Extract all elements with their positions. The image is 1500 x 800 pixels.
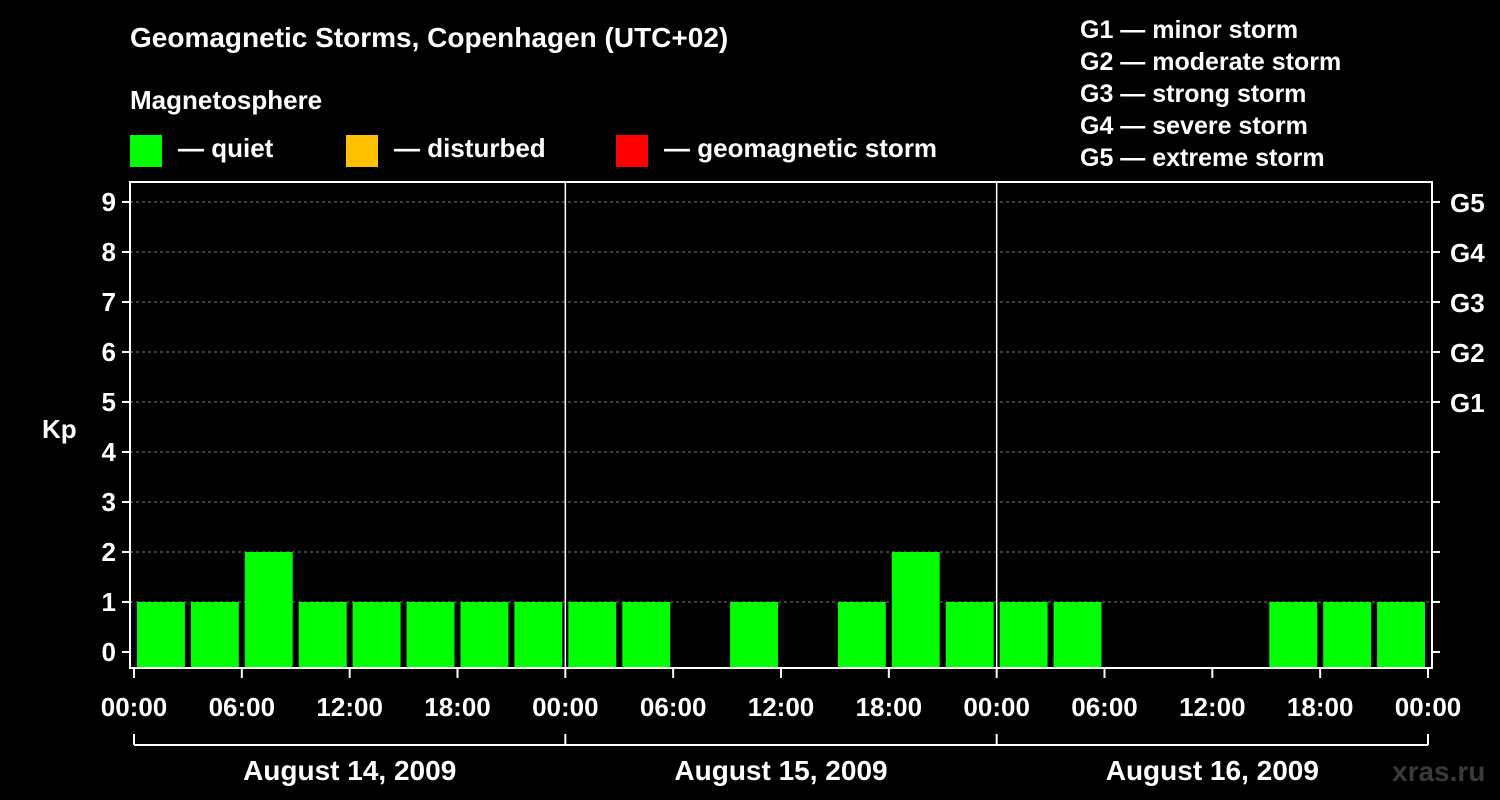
legend-label-quiet: — quiet xyxy=(178,133,274,163)
kp-bar xyxy=(190,602,239,668)
kp-bar xyxy=(137,602,185,668)
x-tick-label: 00:00 xyxy=(101,692,168,722)
x-tick-label: 00:00 xyxy=(1395,692,1462,722)
storm-scale-legend: G1 — minor storm G2 — moderate storm G3 … xyxy=(1080,14,1341,174)
storm-level-label: G2 xyxy=(1450,338,1485,368)
legend-swatch-disturbed xyxy=(346,135,378,167)
y-tick-label: 5 xyxy=(102,387,116,417)
x-tick-label: 18:00 xyxy=(424,692,491,722)
kp-bar xyxy=(460,602,509,668)
x-tick-label: 18:00 xyxy=(856,692,923,722)
storm-level-label: G1 xyxy=(1450,388,1485,418)
x-tick-label: 12:00 xyxy=(316,692,383,722)
y-tick-label: 3 xyxy=(102,487,116,517)
storm-scale-g4: G4 — severe storm xyxy=(1080,112,1308,140)
y-tick-label: 7 xyxy=(102,287,116,317)
x-tick-label: 06:00 xyxy=(640,692,707,722)
kp-bar xyxy=(1377,602,1425,668)
kp-bar xyxy=(622,602,671,668)
x-tick-label: 00:00 xyxy=(963,692,1030,722)
storm-scale-g3: G3 — strong storm xyxy=(1080,80,1307,108)
day-label: August 14, 2009 xyxy=(243,755,456,786)
x-tick-label: 06:00 xyxy=(209,692,276,722)
kp-bar xyxy=(891,552,940,668)
x-tick-label: 06:00 xyxy=(1071,692,1138,722)
plot-frame xyxy=(129,181,1433,669)
kp-bar xyxy=(514,602,563,668)
y-tick-label: 6 xyxy=(102,337,116,367)
chart-title: Geomagnetic Storms, Copenhagen (UTC+02) xyxy=(130,22,729,53)
y-axis-title: Kp xyxy=(42,414,77,444)
kp-bar xyxy=(1323,602,1372,668)
storm-level-label: G5 xyxy=(1450,188,1485,218)
kp-bar xyxy=(730,602,778,668)
storm-scale-g5: G5 — extreme storm xyxy=(1080,144,1325,172)
y-tick-label: 1 xyxy=(102,587,116,617)
y-tick-label: 4 xyxy=(102,437,117,467)
kp-bar xyxy=(837,602,886,668)
y-tick-label: 9 xyxy=(102,187,116,217)
y-tick-label: 2 xyxy=(102,537,116,567)
watermark: xras.ru xyxy=(1392,756,1486,787)
kp-bar xyxy=(244,552,293,668)
y-tick-label: 0 xyxy=(102,637,116,667)
kp-bar xyxy=(999,602,1048,668)
kp-bar xyxy=(1053,602,1102,668)
storm-scale-g2: G2 — moderate storm xyxy=(1080,48,1342,76)
kp-bar xyxy=(406,602,455,668)
day-label: August 15, 2009 xyxy=(674,755,887,786)
legend-label-storm: — geomagnetic storm xyxy=(664,133,938,163)
storm-scale-g1: G1 — minor storm xyxy=(1080,16,1299,44)
legend-label-disturbed: — disturbed xyxy=(394,133,546,163)
storm-level-label: G4 xyxy=(1450,238,1485,268)
x-tick-label: 00:00 xyxy=(532,692,599,722)
x-tick-label: 12:00 xyxy=(748,692,815,722)
legend-swatch-quiet xyxy=(130,135,162,167)
day-label: August 16, 2009 xyxy=(1106,755,1319,786)
legend-swatch-storm xyxy=(616,135,648,167)
kp-bar xyxy=(1269,602,1318,668)
kp-bar xyxy=(298,602,347,668)
legend-heading: Magnetosphere xyxy=(130,85,323,115)
x-tick-label: 12:00 xyxy=(1179,692,1246,722)
storm-level-label: G3 xyxy=(1450,288,1485,318)
kp-bar xyxy=(945,602,994,668)
kp-bar xyxy=(568,602,617,668)
x-tick-label: 18:00 xyxy=(1287,692,1354,722)
y-tick-label: 8 xyxy=(102,237,116,267)
kp-bar xyxy=(352,602,401,668)
